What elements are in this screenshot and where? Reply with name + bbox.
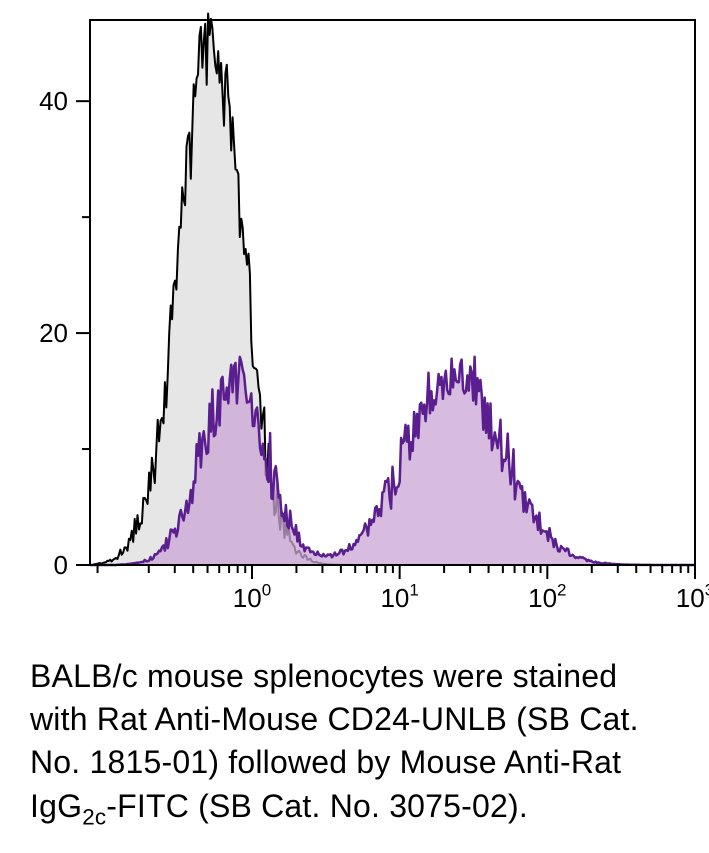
caption-line-4: IgG2c-FITC (SB Cat. No. 3075-02). <box>30 788 528 824</box>
flow-histogram-chart: 0 20 40 100 101 102 103 <box>0 0 709 640</box>
caption-line-3: No. 1815-01) followed by Mouse Anti-Rat <box>30 744 621 780</box>
x-tick-label: 100 <box>233 580 271 613</box>
figure-caption: BALB/c mouse splenocytes were stained wi… <box>30 655 689 832</box>
caption-line-1: BALB/c mouse splenocytes were stained <box>30 658 617 694</box>
caption-line-2: with Rat Anti-Mouse CD24-UNLB (SB Cat. <box>30 701 639 737</box>
chart-svg: 0 20 40 100 101 102 103 <box>0 0 709 640</box>
x-tick-label: 101 <box>380 580 418 613</box>
y-tick-label: 40 <box>39 86 68 116</box>
y-tick-label: 20 <box>39 318 68 348</box>
x-tick-label: 102 <box>528 580 566 613</box>
y-tick-label: 0 <box>54 550 68 580</box>
subscript-2c: 2c <box>82 804 106 829</box>
x-tick-label: 103 <box>676 580 709 613</box>
